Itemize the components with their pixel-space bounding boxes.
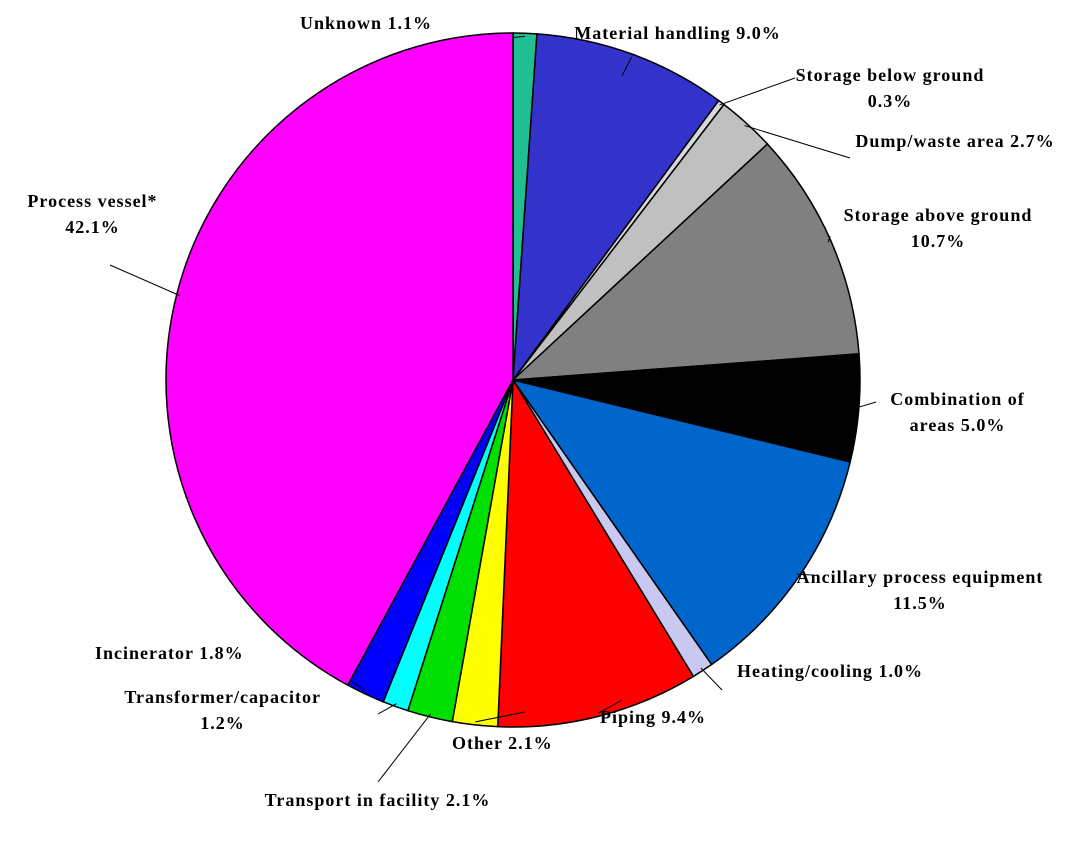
category-name: Transport in facility [264, 790, 441, 810]
pie-slice [496, 377, 695, 728]
value-label: 1.0% [878, 661, 923, 681]
category-name: Process vessel* [27, 191, 158, 211]
leader-line [377, 713, 431, 783]
value-label: 9.0% [736, 23, 781, 43]
value-label: 9.4% [661, 707, 707, 727]
category-name: Piping [600, 707, 657, 727]
slice-label: Storage below ground 0.3% [790, 62, 990, 114]
leader-line [475, 711, 526, 723]
pie-slice [512, 33, 720, 383]
leader-line [109, 264, 180, 296]
leader-line [719, 77, 796, 106]
category-name: Other [452, 733, 503, 753]
leader-line [827, 235, 831, 243]
slice-label: Ancillary process equipment 11.5% [795, 564, 1045, 616]
category-name: Incinerator [95, 643, 194, 663]
leader-line [855, 401, 877, 409]
slice-label: Transport in facility 2.1% [240, 787, 515, 813]
category-name: Combination of areas [890, 389, 1025, 435]
value-label: 5.0% [960, 415, 1006, 435]
value-label: 2.1% [445, 790, 491, 810]
value-label: 10.7% [910, 231, 966, 251]
value-label: 1.1% [387, 13, 433, 33]
leader-line [700, 667, 723, 691]
value-label: 42.1% [65, 217, 120, 237]
slice-label: Piping 9.4% [600, 704, 775, 730]
value-label: 0.3% [867, 91, 913, 111]
slice-label: Process vessel* 42.1% [5, 188, 180, 240]
category-name: Storage below ground [795, 65, 985, 85]
slice-label: Dump/waste area 2.7% [835, 128, 1074, 154]
category-name: Unknown [300, 13, 383, 33]
pie-slice [510, 142, 860, 381]
slice-label: Incinerator 1.8% [95, 640, 325, 666]
value-label: 11.5% [893, 593, 947, 613]
category-name: Heating/cooling [737, 661, 873, 681]
leader-line [377, 703, 397, 715]
slice-label: Unknown 1.1% [300, 10, 510, 36]
leader-line [598, 699, 623, 714]
leader-line [621, 56, 633, 77]
slice-label: Storage above ground 10.7% [828, 202, 1048, 254]
value-label: 2.7% [1010, 131, 1055, 151]
leader-line [796, 573, 813, 576]
category-name: Dump/waste area [855, 131, 1005, 151]
slice-label: Other 2.1% [452, 730, 612, 756]
slice-label: Combination of areas 5.0% [870, 386, 1045, 438]
leader-line [744, 125, 851, 159]
value-label: 1.2% [200, 713, 245, 733]
value-label: 1.8% [199, 643, 244, 663]
category-name: Storage above ground [843, 205, 1033, 225]
value-label: 2.1% [508, 733, 553, 753]
pie-slice [511, 378, 852, 666]
category-name: Material handling [574, 23, 731, 43]
category-name: Ancillary process equipment [796, 567, 1044, 587]
slice-label: Material handling 9.0% [560, 20, 795, 46]
slice-label: Heating/cooling 1.0% [715, 658, 945, 684]
slice-label: Transformer/capacitor 1.2% [100, 684, 345, 736]
category-name: Transformer/capacitor [124, 687, 321, 707]
